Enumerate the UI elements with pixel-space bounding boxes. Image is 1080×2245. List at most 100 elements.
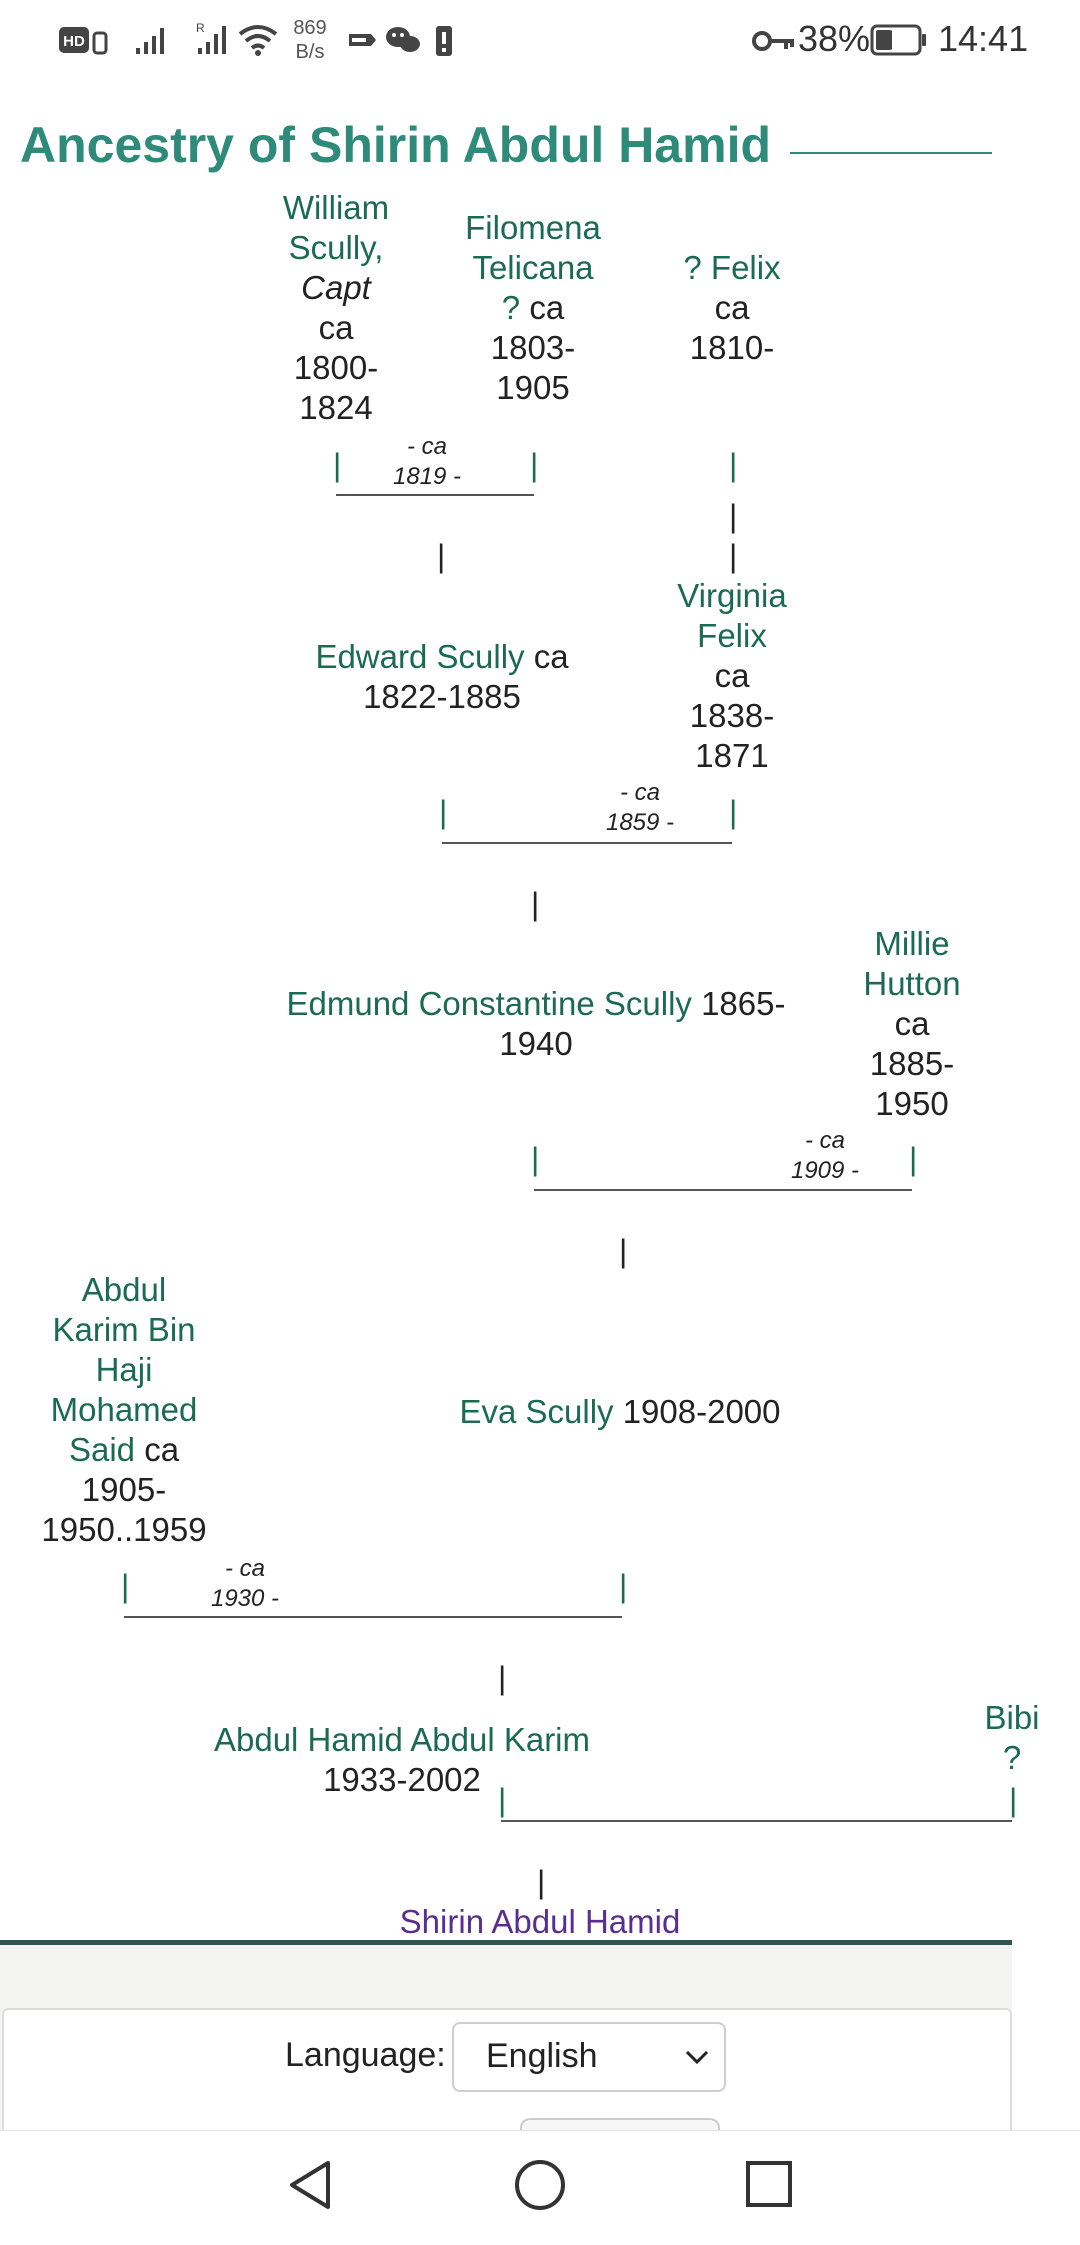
tree-connector-tick: |: [531, 1141, 540, 1177]
person-abdul-karim[interactable]: Abdul Karim Bin Haji Mohamed Said ca 190…: [28, 1270, 220, 1550]
language-label: Language:: [285, 2036, 446, 2074]
person-dates: 1908-2000: [622, 1393, 781, 1430]
person-name[interactable]: Telicana: [472, 249, 594, 286]
person-dates: 1838-: [689, 697, 775, 734]
hd-icon: HD: [59, 27, 108, 55]
person-name[interactable]: Mohamed: [50, 1391, 198, 1428]
person-name[interactable]: ?: [501, 289, 521, 326]
tree-connector-tick: |: [439, 794, 448, 830]
person-name[interactable]: Haji: [95, 1351, 153, 1388]
person-name[interactable]: Edmund Constantine Scully: [286, 985, 692, 1022]
chevron-down-icon: [685, 2050, 709, 2065]
person-dates: ca: [894, 1005, 930, 1042]
person-name[interactable]: Scully,: [288, 229, 384, 266]
person-dates: ca: [529, 289, 565, 326]
page-divider: [0, 1940, 1012, 1945]
person-name[interactable]: Bibi: [984, 1699, 1040, 1736]
battery-icon: [870, 24, 926, 56]
tree-connector-tick: |: [729, 538, 738, 574]
marriage-line: [124, 1616, 622, 1618]
person-virginia-felix[interactable]: Virginia Felix ca 1838- 1871: [662, 576, 802, 776]
tree-connector-tick: |: [333, 447, 342, 483]
person-name[interactable]: Abdul: [81, 1271, 167, 1308]
tree-connector-tick: |: [729, 794, 738, 830]
person-name[interactable]: Virginia: [677, 577, 787, 614]
person-name[interactable]: ?: [1002, 1739, 1022, 1776]
tree-connector-tick: |: [121, 1568, 130, 1604]
network-speed: 869 B/s: [293, 17, 327, 63]
person-bibi[interactable]: Bibi ?: [972, 1698, 1052, 1778]
tree-connector-tick: |: [729, 447, 738, 483]
tree-connector-tick: |: [619, 1233, 628, 1269]
person-william-scully[interactable]: William Scully, Capt ca 1800- 1824: [256, 188, 416, 428]
person-name[interactable]: Filomena: [465, 209, 601, 246]
person-dates: 1905-: [81, 1471, 167, 1508]
person-dates: 1871: [695, 737, 769, 774]
person-dates: 1950: [875, 1085, 949, 1122]
person-dates: ca: [533, 638, 569, 675]
tree-connector-tick: |: [729, 498, 738, 534]
person-dates: 1824: [299, 389, 373, 426]
marriage-date: - ca 1930 -: [210, 1555, 280, 1612]
marriage-date: - ca 1909 -: [790, 1127, 860, 1184]
person-name[interactable]: Karim Bin: [52, 1311, 196, 1348]
tree-connector-tick: |: [498, 1782, 507, 1818]
person-eva-scully[interactable]: Eva Scully 1908-2000: [430, 1392, 810, 1432]
vpn-key-icon: [752, 31, 794, 51]
back-icon[interactable]: [284, 2157, 336, 2213]
person-name[interactable]: Abdul Hamid Abdul Karim: [213, 1721, 591, 1758]
cell-signal-icon: [136, 28, 164, 54]
person-dates: 1950..1959: [41, 1511, 207, 1548]
tree-connector-tick: |: [437, 538, 446, 574]
person-dates: 1810-: [689, 329, 775, 366]
person-millie-hutton[interactable]: Millie Hutton ca 1885- 1950: [842, 924, 982, 1124]
person-dates: 1940: [499, 1025, 573, 1062]
person-dates: 1800-: [293, 349, 379, 386]
tree-connector-tick: |: [909, 1141, 918, 1177]
person-filomena-telicana[interactable]: Filomena Telicana ? ca 1803- 1905: [448, 208, 618, 408]
svg-text:R: R: [196, 21, 205, 35]
marriage-line: [501, 1820, 1012, 1822]
person-dates: 1803-: [490, 329, 576, 366]
person-dates: 1905: [496, 369, 570, 406]
person-name[interactable]: ? Felix: [683, 249, 781, 286]
person-name[interactable]: Hutton: [863, 965, 961, 1002]
person-name[interactable]: Said: [68, 1431, 136, 1468]
tree-connector-tick: |: [619, 1568, 628, 1604]
person-name[interactable]: Millie: [874, 925, 950, 962]
language-select[interactable]: English: [452, 2022, 726, 2092]
tree-connector-tick: |: [530, 447, 539, 483]
person-dates: ca: [714, 657, 750, 694]
person-name[interactable]: Felix: [697, 617, 767, 654]
recents-icon[interactable]: [744, 2159, 796, 2211]
person-edmund-scully[interactable]: Edmund Constantine Scully 1865- 1940: [276, 984, 796, 1064]
person-dates: 1822-1885: [363, 678, 521, 715]
marriage-line: [534, 1189, 912, 1191]
person-abdul-hamid[interactable]: Abdul Hamid Abdul Karim 1933-2002: [200, 1720, 604, 1800]
tree-connector-tick: |: [498, 1660, 507, 1696]
language-select-value: English: [486, 2037, 598, 2075]
marriage-line: [336, 494, 534, 496]
system-nav-bar: [0, 2130, 1080, 2245]
battery-percent: 38%: [798, 18, 871, 59]
person-edward-scully[interactable]: Edward Scully ca 1822-1885: [300, 637, 584, 717]
person-dates: 1885-: [869, 1045, 955, 1082]
person-dates: ca: [144, 1431, 180, 1468]
home-icon[interactable]: [512, 2157, 568, 2213]
person-name[interactable]: Edward Scully: [315, 638, 525, 675]
person-felix[interactable]: ? Felix ca 1810-: [662, 248, 802, 368]
person-dates: 1933-2002: [323, 1761, 481, 1798]
notification-alert-icon: [436, 26, 452, 56]
marriage-line: [442, 842, 732, 844]
person-dates: 1865-: [701, 985, 786, 1022]
status-bar: HD R 869 B/s 38%: [0, 0, 1080, 82]
marriage-date: - ca 1859 -: [605, 779, 675, 836]
wechat-icon: [386, 27, 420, 52]
person-title: Capt: [301, 269, 371, 306]
person-name[interactable]: Eva Scully: [459, 1393, 614, 1430]
title-rule: [790, 152, 992, 154]
clock-time: 14:41: [938, 18, 1029, 59]
tree-connector-tick: |: [1009, 1782, 1018, 1818]
svg-text:HD: HD: [63, 33, 85, 50]
person-name[interactable]: William: [282, 189, 390, 226]
